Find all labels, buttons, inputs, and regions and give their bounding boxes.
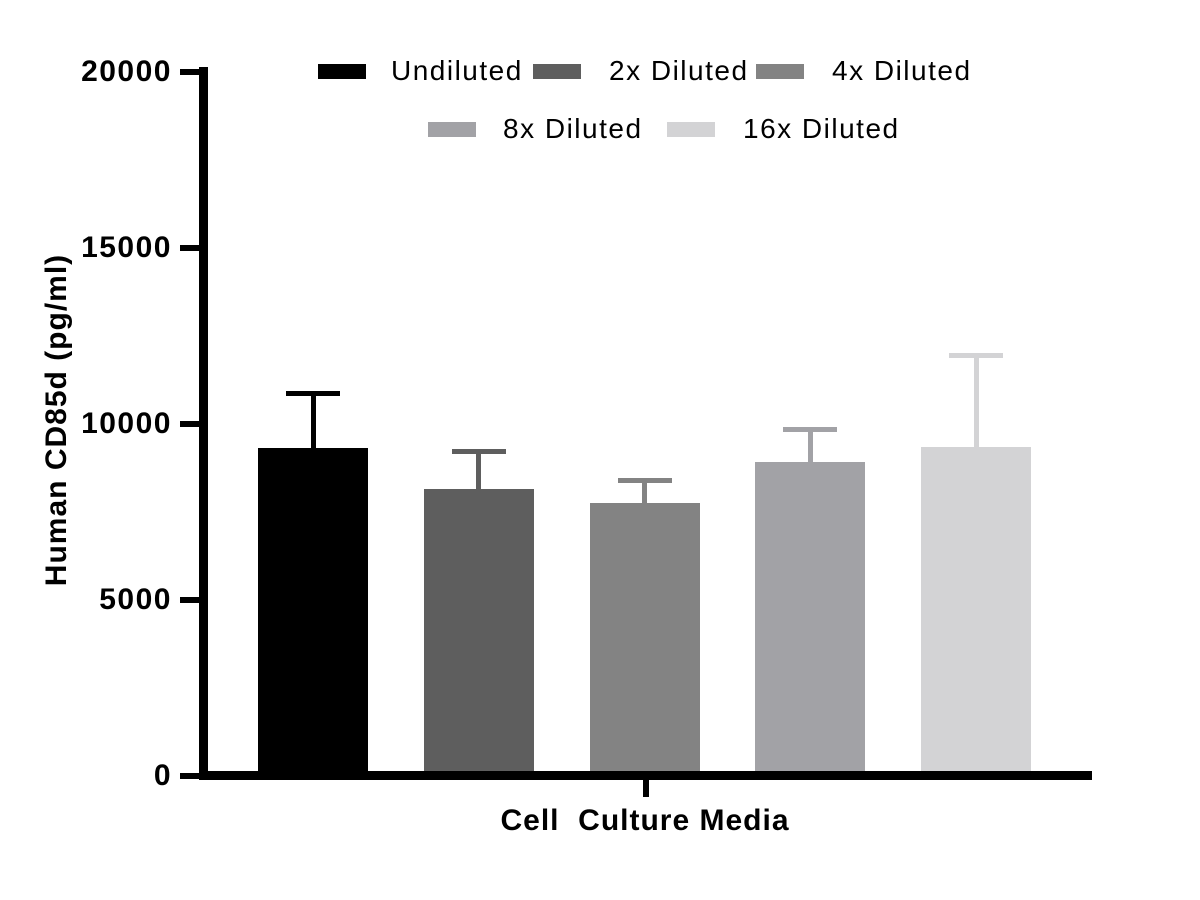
y-axis-tick-10000: [180, 420, 202, 427]
legend-swatch-4x-diluted: [756, 63, 804, 79]
y-tick-label-5000: 5000: [99, 582, 172, 616]
legend-label-undiluted: Undiluted: [391, 55, 523, 86]
bar-16x-diluted: [921, 446, 1032, 780]
y-axis-title: Human CD85d (pg/ml): [40, 253, 73, 587]
y-axis-tick-5000: [180, 596, 202, 603]
y-tick-label-0: 0: [153, 758, 172, 792]
y-axis-tick-20000: [180, 69, 202, 75]
y-axis-line: [199, 67, 208, 780]
error-bar-stem-8x-diluted: [807, 429, 813, 463]
x-axis-tick: [643, 780, 649, 797]
error-bar-cap-undiluted: [286, 391, 340, 397]
x-axis-line: [199, 771, 1092, 780]
bar-2x-diluted: [423, 488, 534, 780]
y-tick-label-15000: 15000: [81, 230, 172, 264]
legend-swatch-8x-diluted: [428, 121, 476, 137]
error-bar-stem-2x-diluted: [476, 451, 482, 489]
error-bar-cap-8x-diluted: [783, 426, 838, 432]
bar-undiluted: [258, 448, 368, 780]
bar-8x-diluted: [755, 462, 866, 780]
legend-label-2x-diluted: 2x Diluted: [609, 55, 749, 86]
error-bar-stem-undiluted: [310, 393, 316, 449]
legend-swatch-undiluted: [318, 63, 366, 79]
legend-label-8x-diluted: 8x Diluted: [503, 113, 643, 144]
error-bar-cap-16x-diluted: [949, 352, 1004, 358]
y-axis-tick-0: [180, 772, 202, 779]
error-bar-stem-4x-diluted: [642, 480, 648, 503]
error-bar-cap-4x-diluted: [617, 477, 672, 483]
legend-swatch-2x-diluted: [533, 63, 581, 79]
x-axis-title: Cell Culture Media: [500, 804, 790, 837]
error-bar-cap-2x-diluted: [451, 449, 506, 455]
y-axis-tick-15000: [180, 244, 202, 251]
y-tick-label-10000: 10000: [81, 406, 172, 440]
legend-label-16x-diluted: 16x Diluted: [743, 113, 900, 144]
bar-4x-diluted: [589, 502, 700, 780]
legend-label-4x-diluted: 4x Diluted: [832, 55, 972, 86]
error-bar-stem-16x-diluted: [973, 355, 979, 447]
y-tick-label-20000: 20000: [81, 55, 172, 88]
legend-swatch-16x-diluted: [667, 121, 715, 137]
